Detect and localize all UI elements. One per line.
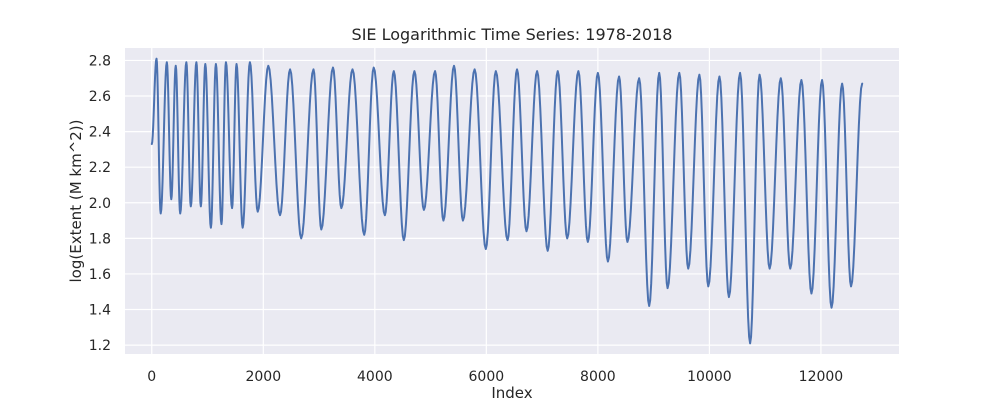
tick-labels: 0 2000 4000 6000 8000 10000 12000 1.2 1.4 1.6 1.8 2… [89, 53, 843, 385]
x-tick-label: 12000 [799, 369, 844, 385]
y-tick-label: 1.4 [89, 303, 111, 319]
grid-lines [125, 48, 899, 354]
y-tick-label: 2.4 [89, 125, 111, 141]
series-layer [150, 57, 864, 345]
chart-title: SIE Logarithmic Time Series: 1978-2018 [352, 25, 673, 44]
plot-area [125, 48, 899, 354]
y-tick-label: 1.8 [89, 231, 111, 247]
x-tick-label: 8000 [580, 369, 616, 385]
x-tick-label: 0 [147, 369, 156, 385]
y-tick-label: 2.6 [89, 89, 111, 105]
y-tick-label: 2.8 [89, 53, 111, 69]
x-tick-label: 6000 [469, 369, 505, 385]
x-tick-label: 4000 [357, 369, 393, 385]
y-tick-label: 2.2 [89, 160, 111, 176]
y-tick-label: 1.2 [89, 338, 111, 354]
x-tick-label: 10000 [687, 369, 732, 385]
y-tick-label: 2.0 [89, 196, 111, 212]
y-axis-label: log(Extent (M km^2)) [67, 119, 85, 282]
x-tick-label: 2000 [245, 369, 281, 385]
x-axis-label: Index [491, 384, 532, 400]
series-line [150, 57, 864, 345]
y-tick-label: 1.6 [89, 267, 111, 283]
